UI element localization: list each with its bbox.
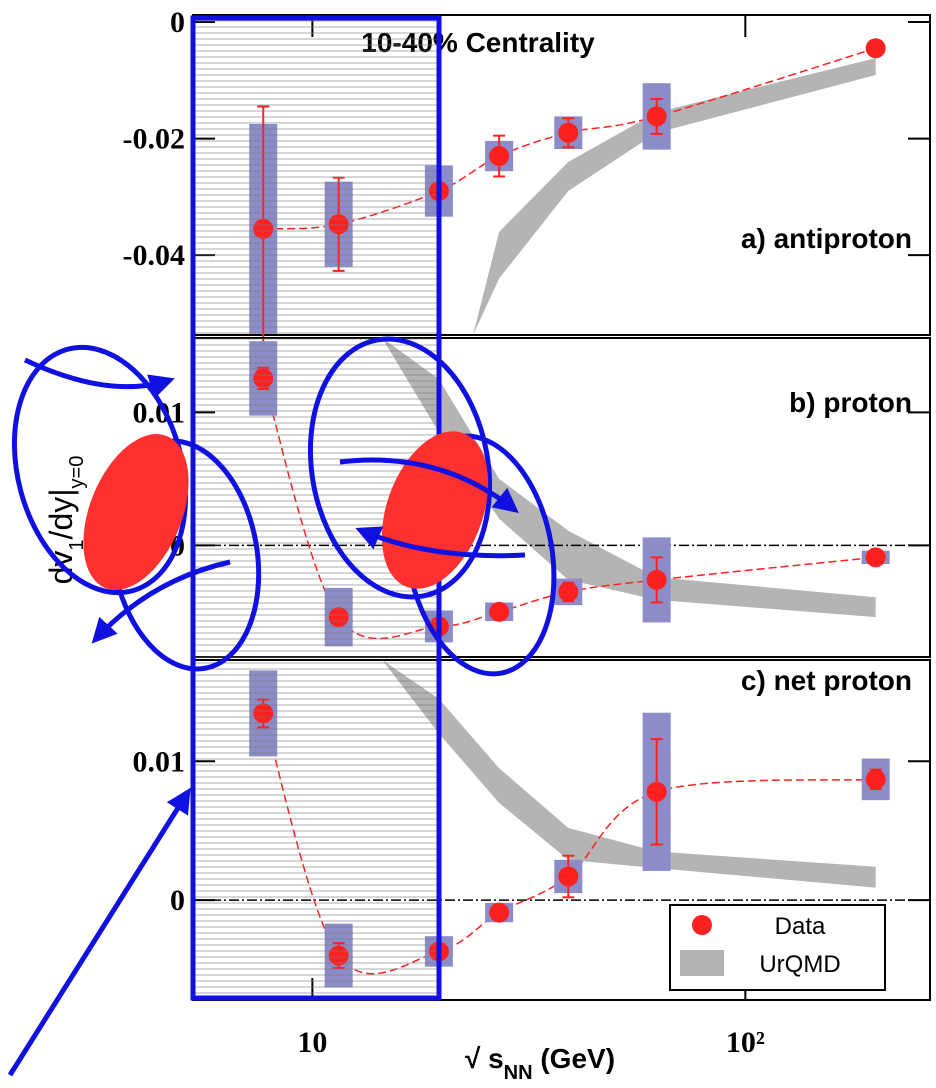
x-tick-label: 10 xyxy=(297,1026,327,1059)
data-point xyxy=(647,106,667,126)
x-axis-label-part: NN xyxy=(504,1062,533,1084)
data-point xyxy=(489,602,509,622)
y-tick-label: -0.04 xyxy=(123,239,186,272)
y-axis-label-part: /dy| xyxy=(43,488,79,539)
y-axis-label: dv1/dy|y=0 xyxy=(43,456,88,585)
x-axis-label: √ sNN (GeV) xyxy=(465,1043,615,1084)
x-axis-label-part: (GeV) xyxy=(533,1043,615,1074)
panel-label: c) net proton xyxy=(741,665,912,696)
legend-label: UrQMD xyxy=(759,951,840,978)
urqmd-band xyxy=(473,58,876,335)
panel-label: a) antiproton xyxy=(741,223,912,254)
arrow xyxy=(25,360,170,387)
y-tick-label: 0 xyxy=(170,6,185,39)
legend-label: Data xyxy=(775,913,826,940)
data-point xyxy=(647,782,667,802)
panel-label: b) proton xyxy=(789,387,912,418)
legend-marker xyxy=(680,950,724,976)
page: {"chart_data": [ {"type": "scatter", "ti… xyxy=(0,0,936,1088)
data-point xyxy=(558,582,578,602)
data-point xyxy=(558,866,578,886)
data-point xyxy=(866,38,886,58)
data-point xyxy=(489,903,509,923)
data-point xyxy=(866,547,886,567)
x-tick-label: 10² xyxy=(726,1026,765,1059)
legend-marker xyxy=(692,915,712,935)
data-point xyxy=(558,123,578,143)
y-tick-label: -0.02 xyxy=(123,123,186,156)
data-point xyxy=(647,570,667,590)
arrow xyxy=(10,792,188,1075)
data-point xyxy=(489,146,509,166)
data-point xyxy=(866,769,886,789)
x-axis-label-part: √ s xyxy=(465,1043,504,1074)
y-axis-label-part: y=0 xyxy=(66,456,88,489)
y-tick-label: 0 xyxy=(170,884,185,917)
y-tick-label: 0.01 xyxy=(133,745,186,778)
chart: 0-0.02-0.04a) antiproton10-40% Centralit… xyxy=(0,0,936,1088)
